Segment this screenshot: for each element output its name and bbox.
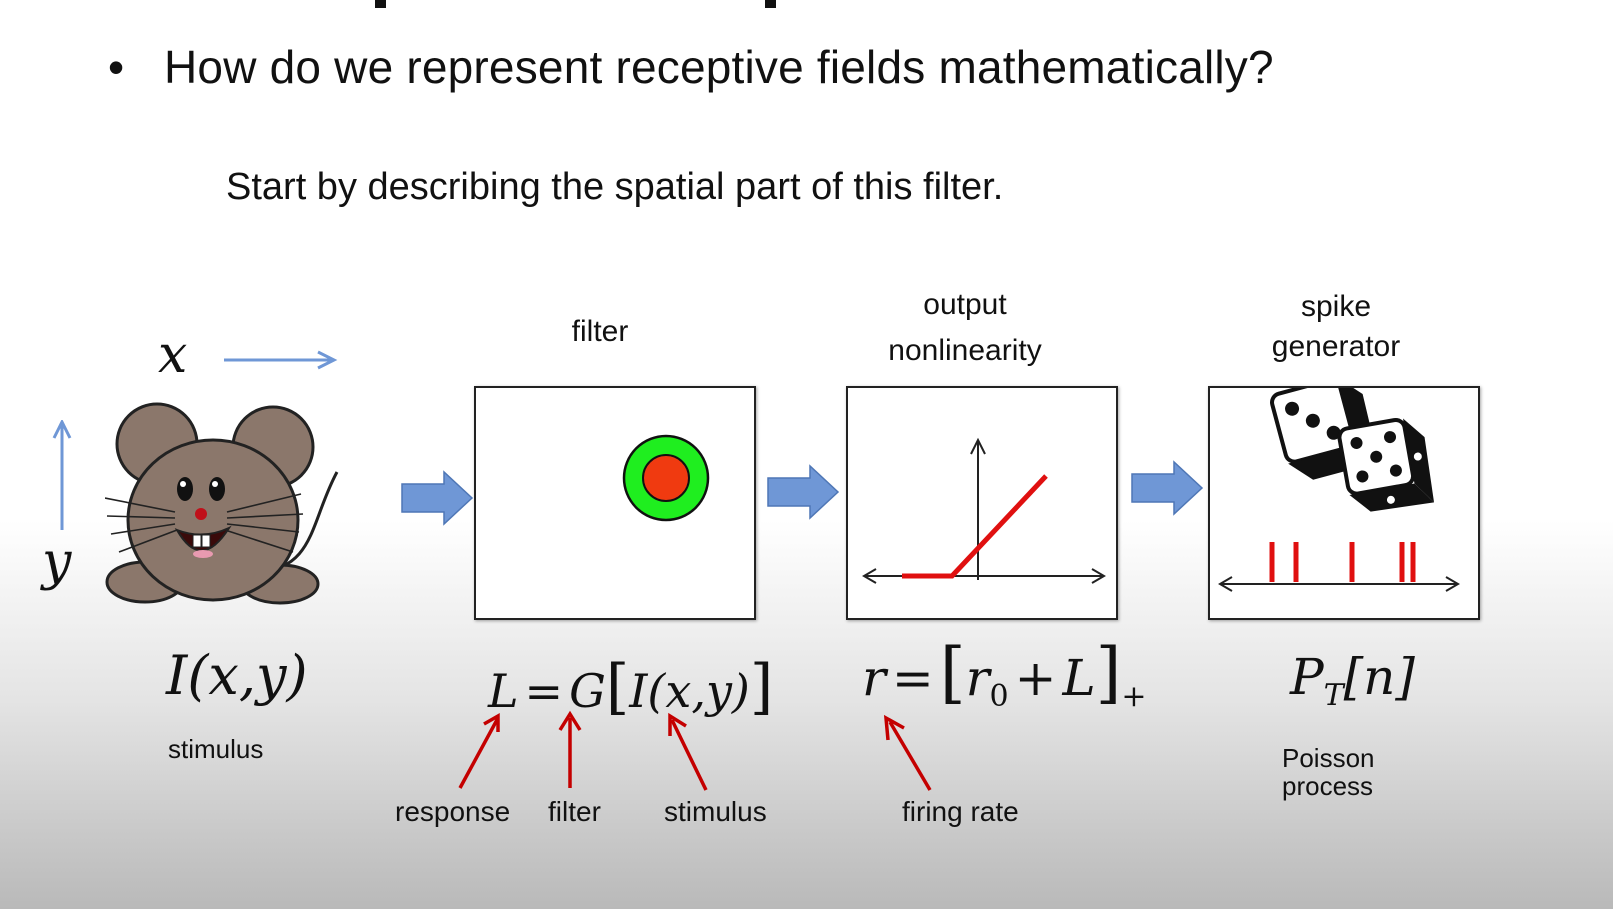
dice-icon [1270,388,1435,512]
spike-label-line2: generator [1271,330,1401,363]
spike-train-icon [1218,542,1460,592]
eq-close-bracket-2: ] [1095,634,1122,711]
flow-arrow-1 [401,470,474,526]
slide-subtitle: Start by describing the spatial part of … [226,166,1004,208]
eq-open-bracket: [ [605,652,630,722]
annotation-arrows-filter [458,710,708,791]
poisson-label-line2: process [1282,771,1374,801]
filter-equation: L = G[I(x,y)] [488,652,773,722]
eq-T-subscript: T [1323,678,1344,713]
rectification-plot-icon [862,437,1106,584]
nonlinearity-label-line2: nonlinearity [888,334,1042,367]
eq-close-bracket: ] [749,652,774,722]
eq-prob-P: P [1290,648,1324,706]
eq-plus: + [1014,649,1057,707]
x-axis-arrow [224,350,338,370]
nonlinearity-box [846,386,1118,620]
y-axis-arrow [52,420,72,530]
eq-response-L: L [488,664,519,718]
eq-n-arg: [n] [1343,648,1415,706]
nonlinearity-label-line1: output [923,288,1007,321]
flow-arrow-2 [767,464,840,520]
eq-open-bracket-2: [ [939,634,966,711]
center-surround-receptive-field-icon [622,434,710,522]
mouse-stimulus-illustration [105,402,339,605]
eq-r0: r [965,649,990,707]
annotation-stimulus: stimulus [664,796,767,827]
x-axis-label: x [158,325,188,385]
cropped-title-fragment [375,0,776,8]
spike-label-line1: spike [1300,290,1372,323]
nonlinearity-stage-label: output nonlinearity [860,282,1070,374]
filter-box [474,386,756,620]
stimulus-label: stimulus [168,734,264,764]
spike-generator-box [1208,386,1480,620]
eq-stimulus-arg: I(x,y) [629,664,750,718]
eq-r0-subscript: 0 [989,679,1009,714]
spike-equation: PT[n] [1290,648,1415,713]
eq-positive-part-subscript: + [1121,679,1147,714]
annotation-filter: filter [548,796,601,827]
eq-equals: = [524,664,564,718]
bullet-text: How do we represent receptive fields mat… [164,41,1274,93]
annotation-response: response [395,796,511,827]
annotation-arrow-firing-rate [883,714,932,791]
bullet-dot: • [108,41,125,93]
y-axis-label: y [42,532,72,592]
bullet-point: • How do we represent receptive fields ma… [108,40,1274,94]
eq-rate-r: r [862,649,886,707]
eq-L: L [1062,649,1096,707]
poisson-label-line1: Poisson [1282,743,1375,773]
filter-stage-label: filter [571,315,629,348]
flow-arrow-3 [1131,460,1204,516]
annotation-firing-rate: firing rate [902,796,1019,827]
nonlinearity-equation: r =[r0 + L]+ [862,634,1147,714]
spike-generator-stage-label: spike generator [1236,287,1436,367]
eq-equals-2: = [891,649,934,707]
poisson-process-label: Poisson process [1282,744,1375,800]
eq-filter-G: G [569,664,606,718]
stimulus-equation: I(x,y) [166,644,308,707]
